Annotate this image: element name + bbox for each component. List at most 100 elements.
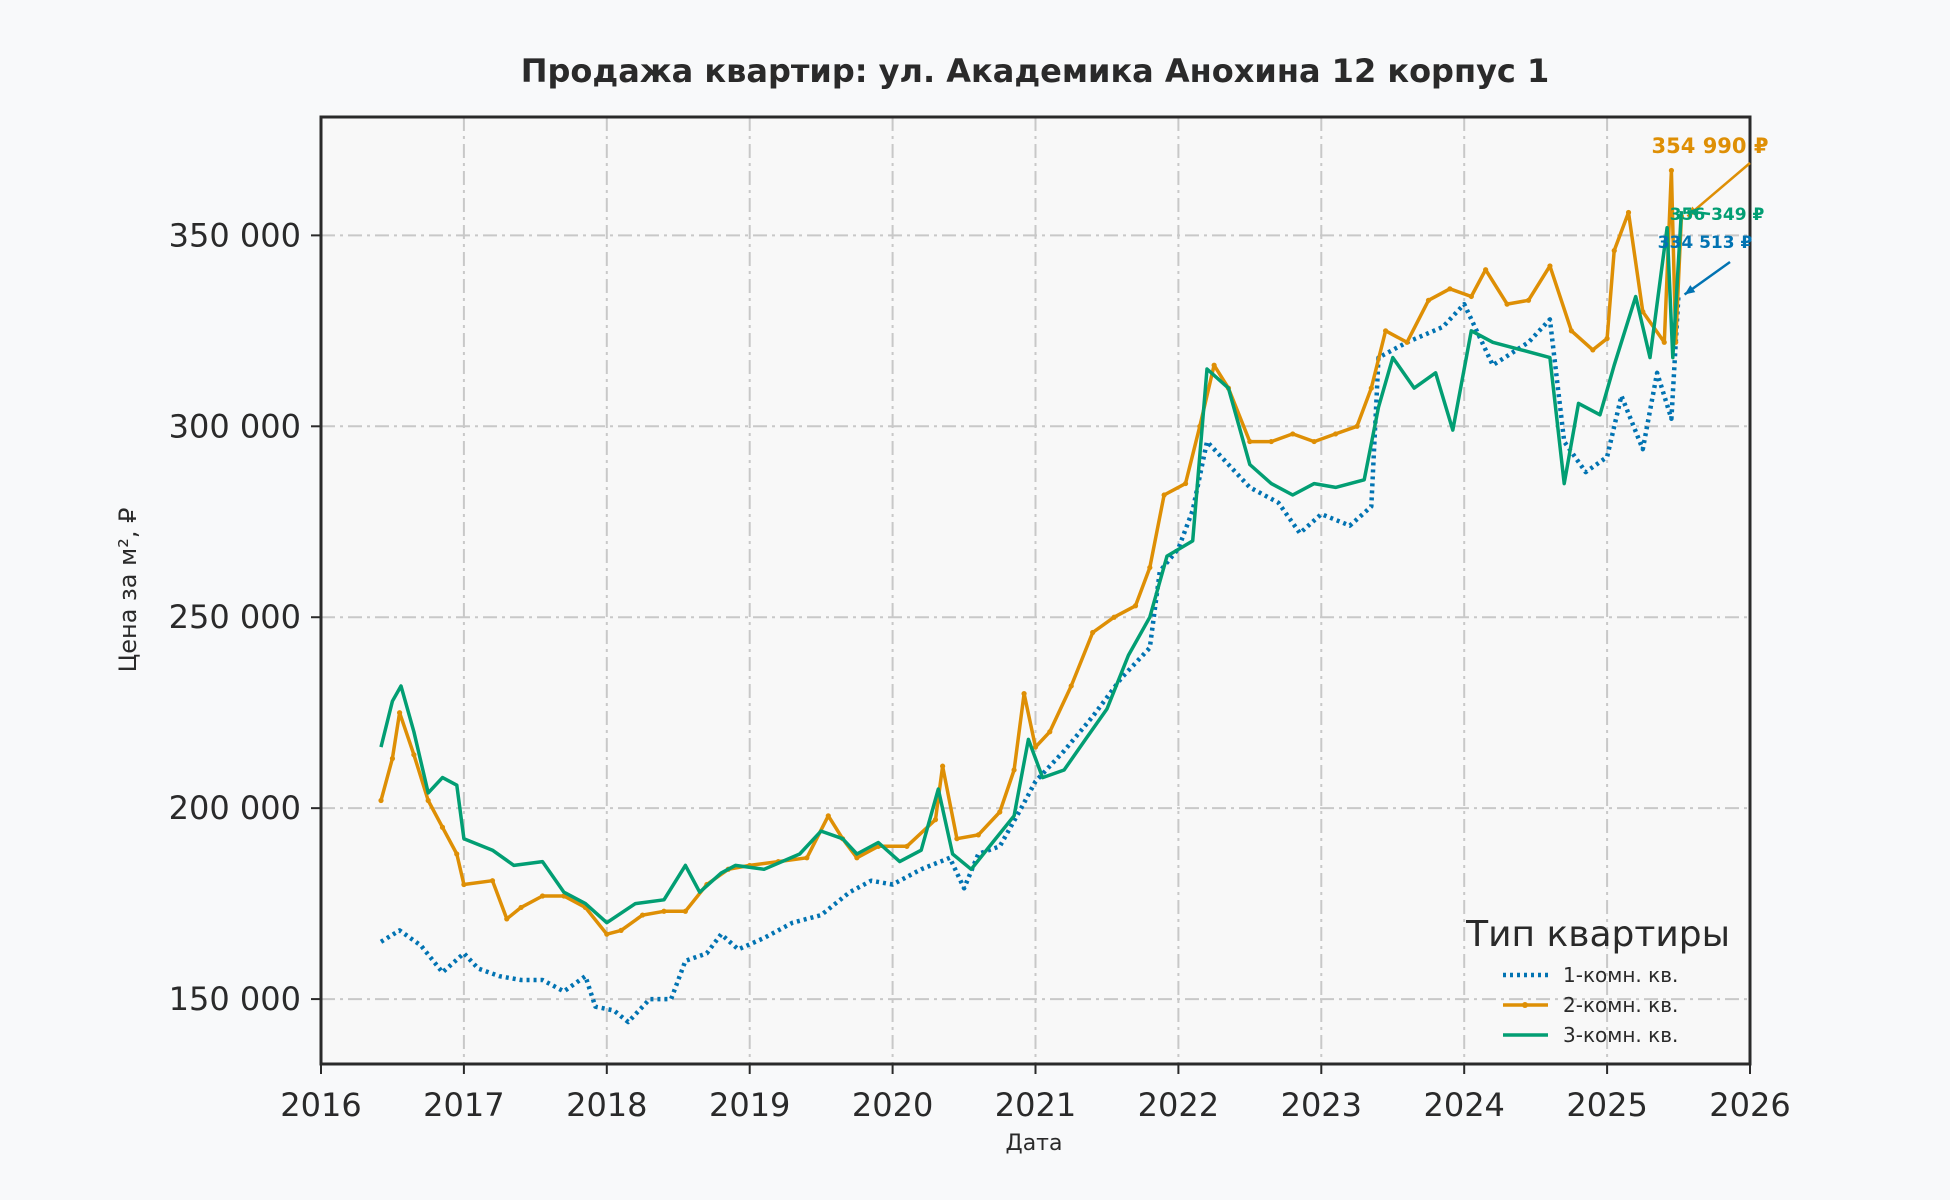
x-axis-label: Дата <box>1006 1131 1063 1156</box>
x-tick-label: 2017 <box>423 1086 504 1124</box>
data-point <box>389 755 396 762</box>
data-point <box>604 931 610 937</box>
data-point <box>661 908 667 914</box>
data-point <box>804 855 810 861</box>
annotation-arrow <box>1686 162 1751 218</box>
data-point <box>411 752 417 758</box>
data-point <box>461 881 467 888</box>
data-point <box>1611 248 1617 254</box>
data-point <box>954 836 960 842</box>
data-point <box>1311 438 1317 445</box>
series-3 <box>379 210 1684 925</box>
data-point <box>1640 309 1646 315</box>
data-point <box>1425 297 1432 303</box>
data-point <box>682 908 688 914</box>
legend-label: 1-комн. кв. <box>1563 963 1678 987</box>
data-point <box>1011 767 1017 773</box>
x-tick-label: 2020 <box>852 1086 933 1124</box>
data-point <box>1090 629 1096 636</box>
legend-title: Тип квартиры <box>1465 914 1730 955</box>
data-point <box>1547 263 1553 269</box>
annotation-arrowhead <box>1687 208 1698 217</box>
y-tick-label: 250 000 <box>169 598 301 636</box>
data-point <box>825 813 831 819</box>
data-point <box>1290 431 1296 437</box>
x-tick-label: 2022 <box>1138 1086 1219 1124</box>
data-point <box>1625 209 1632 216</box>
data-point <box>1590 347 1596 353</box>
legend: Тип квартиры 1-комн. кв. 2-комн. кв. 3-ком… <box>1465 914 1730 1047</box>
ticks: 2016 2017 2018 2019 2020 2021 2022 2023 2024 2025… <box>169 216 1791 1124</box>
data-point <box>1247 438 1253 445</box>
data-point <box>1047 729 1053 735</box>
data-point <box>518 904 524 911</box>
data-point <box>997 809 1003 815</box>
annotation-arrowhead <box>1684 285 1696 295</box>
data-point <box>1404 339 1410 345</box>
x-tick-label: 2024 <box>1423 1086 1504 1124</box>
series-group <box>378 167 1685 1025</box>
x-tick-label: 2016 <box>280 1086 361 1124</box>
data-point <box>1661 339 1667 345</box>
end-value-label: 354 990 ₽ <box>1652 134 1769 158</box>
legend-label: 3-комн. кв. <box>1563 1023 1678 1047</box>
data-point <box>1068 683 1074 689</box>
data-point <box>425 797 431 804</box>
end-value-label: 334 513 ₽ <box>1658 233 1753 253</box>
series-line <box>379 294 1681 1025</box>
x-tick-label: 2019 <box>709 1086 790 1124</box>
legend-marker <box>1522 1002 1528 1008</box>
data-point <box>539 893 546 899</box>
y-tick-label: 200 000 <box>169 789 301 827</box>
data-point <box>1604 335 1610 342</box>
data-point <box>396 710 403 716</box>
x-tick-label: 2021 <box>995 1086 1076 1124</box>
data-point <box>975 832 981 838</box>
chart-title: Продажа квартир: ул. Академика Анохина 1… <box>521 52 1550 90</box>
data-point <box>1504 301 1510 307</box>
data-point <box>1525 297 1532 303</box>
series-line <box>379 168 1684 936</box>
data-point <box>639 912 646 918</box>
data-point <box>1211 362 1217 368</box>
data-point <box>489 878 496 884</box>
x-tick-label: 2018 <box>566 1086 647 1124</box>
data-point <box>1468 293 1474 300</box>
data-point <box>439 824 446 830</box>
data-point <box>1161 492 1167 498</box>
series-1 <box>379 294 1681 1025</box>
data-point <box>1332 431 1339 437</box>
data-point <box>1147 564 1153 571</box>
end-value-label: 356 349 ₽ <box>1670 205 1765 225</box>
data-point <box>378 797 384 804</box>
x-tick-label: 2023 <box>1281 1086 1362 1124</box>
series-2 <box>378 167 1685 937</box>
data-point <box>904 843 910 849</box>
y-tick-label: 300 000 <box>169 407 301 445</box>
data-point <box>1132 603 1139 609</box>
data-point <box>1568 328 1574 334</box>
data-point <box>854 855 860 861</box>
data-point <box>1111 614 1117 620</box>
data-point <box>940 763 946 769</box>
data-point <box>1368 385 1374 391</box>
data-point <box>1268 438 1274 445</box>
data-point <box>454 851 460 857</box>
end-value-annotations: 354 990 ₽ 356 349 ₽ 334 513 ₽ <box>1652 134 1769 296</box>
data-point <box>1483 267 1489 273</box>
data-point <box>618 927 624 933</box>
data-point <box>1032 744 1039 750</box>
y-axis-label: Цена за м², ₽ <box>114 508 142 673</box>
data-point <box>1182 480 1189 487</box>
legend-label: 2-комн. кв. <box>1563 993 1678 1017</box>
data-point <box>1383 328 1389 334</box>
data-point <box>1447 286 1453 292</box>
series-line <box>379 210 1684 925</box>
x-tick-label: 2025 <box>1566 1086 1647 1124</box>
y-tick-label: 150 000 <box>169 980 301 1018</box>
data-point <box>1021 691 1027 697</box>
data-point <box>932 817 939 823</box>
data-point <box>504 916 510 922</box>
y-tick-label: 350 000 <box>169 216 301 254</box>
